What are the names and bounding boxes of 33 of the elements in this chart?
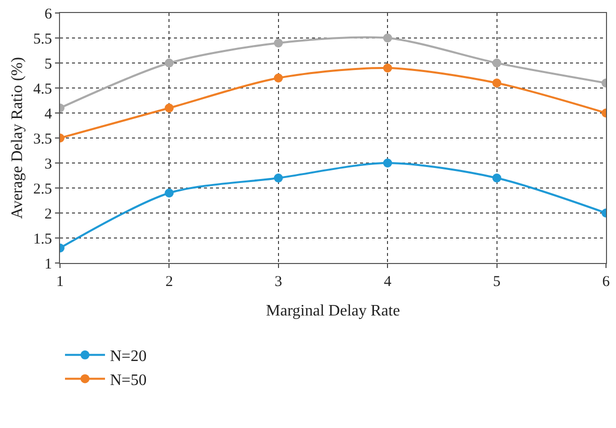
point bbox=[492, 78, 502, 88]
point bbox=[492, 58, 502, 68]
point bbox=[164, 58, 174, 68]
point bbox=[274, 38, 283, 48]
x-tick-label: 3 bbox=[274, 274, 282, 290]
x-tick-label: 4 bbox=[384, 274, 392, 290]
x-axis-title: Marginal Delay Rate bbox=[266, 302, 400, 320]
y-tick-label: 6 bbox=[44, 6, 52, 22]
y-tick-label: 3.5 bbox=[33, 131, 52, 148]
x-tick-label: 1 bbox=[56, 274, 64, 290]
point bbox=[383, 64, 392, 72]
legend-label: N=50 bbox=[110, 372, 147, 389]
y-tick-label: 2 bbox=[44, 206, 52, 222]
y-tick-label: 1.5 bbox=[33, 231, 52, 248]
y-tick-label: 4 bbox=[44, 106, 52, 122]
y-tick-label: 3 bbox=[44, 156, 52, 172]
x-tick-label: 6 bbox=[602, 274, 610, 290]
point bbox=[383, 34, 392, 42]
y-tick-label: 5.5 bbox=[33, 31, 52, 48]
y-tick-label: 1 bbox=[44, 256, 52, 272]
x-tick-label: 5 bbox=[493, 274, 501, 290]
y-axis-title: Average Delay Ratio (%) bbox=[9, 57, 26, 219]
point bbox=[164, 188, 174, 198]
y-tick-label: 2.5 bbox=[33, 181, 52, 198]
point bbox=[274, 74, 283, 82]
y-tick-label: 5 bbox=[44, 56, 52, 72]
point bbox=[492, 174, 502, 182]
legend-label: N=20 bbox=[110, 348, 147, 366]
y-tick-label: 4.5 bbox=[33, 81, 52, 98]
point bbox=[383, 158, 392, 168]
x-tick-label: 2 bbox=[165, 274, 173, 290]
point bbox=[164, 104, 174, 112]
point bbox=[274, 174, 283, 182]
